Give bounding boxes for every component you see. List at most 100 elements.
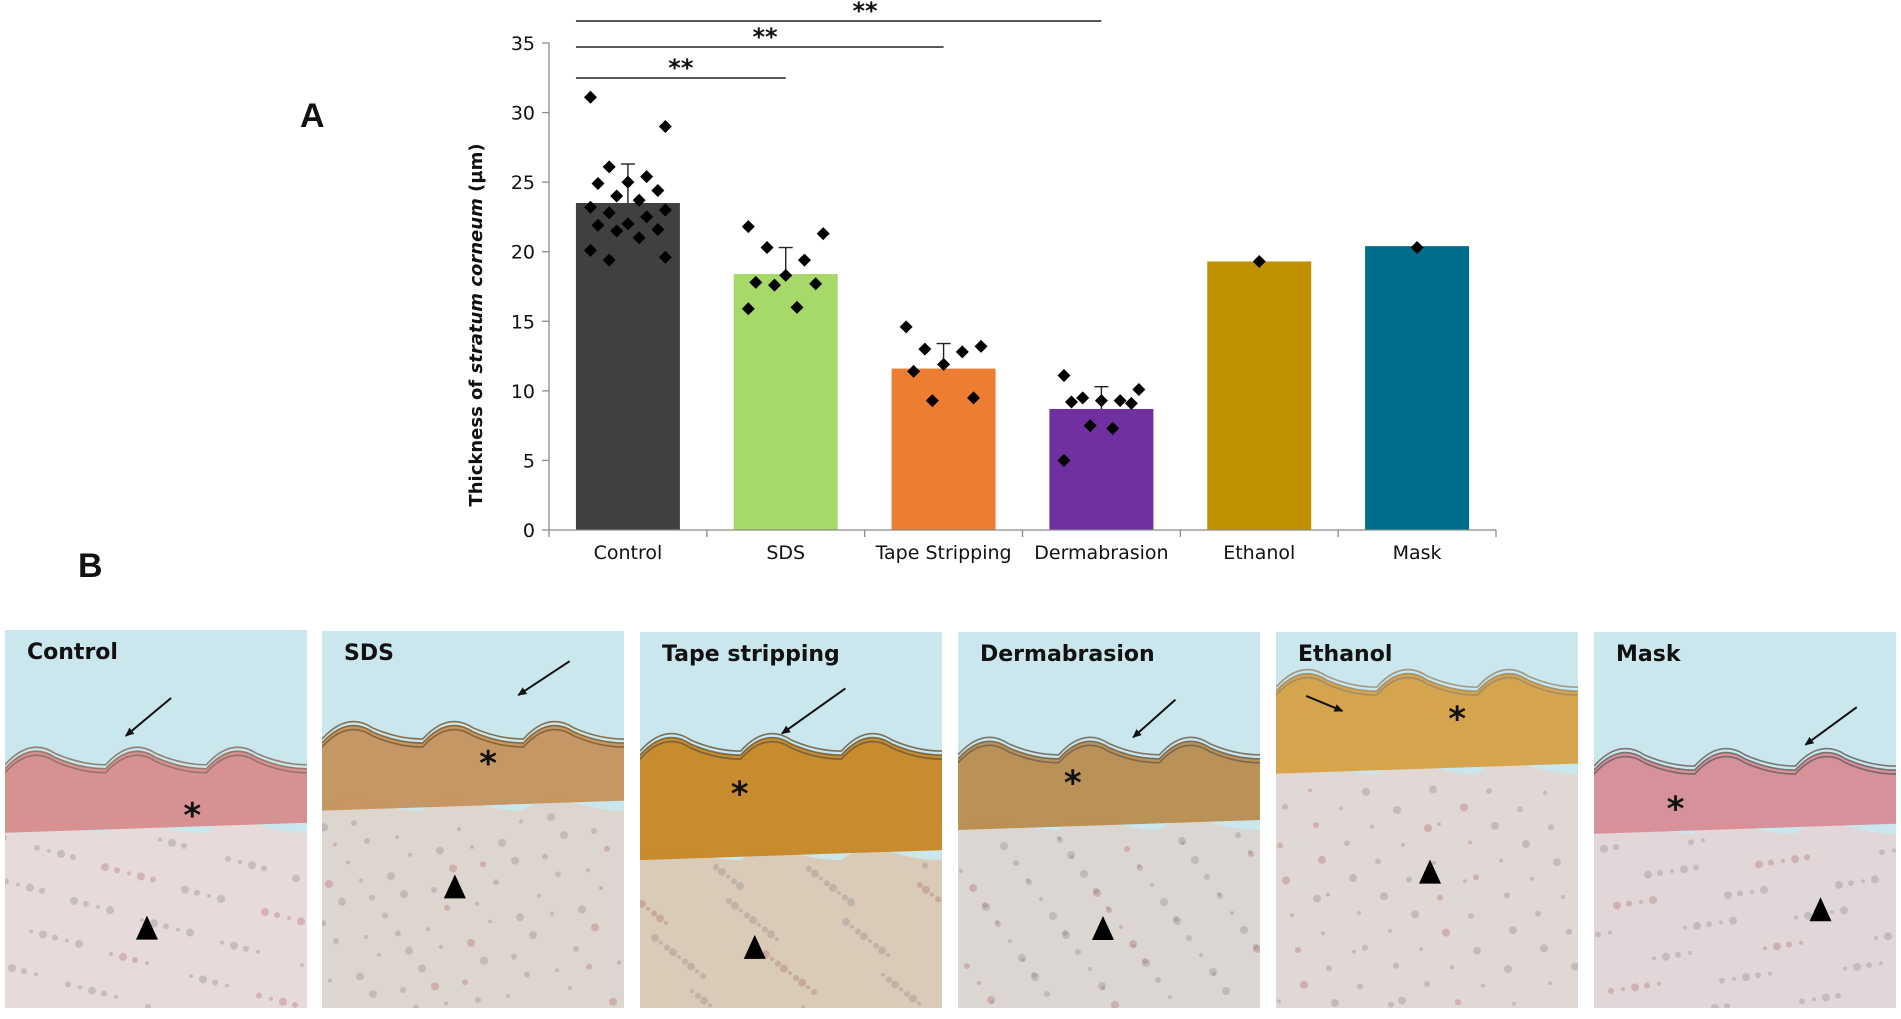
significance-brackets: ** ** ** xyxy=(575,0,1102,82)
dermis-texture xyxy=(640,900,646,909)
stratum-corneum-line xyxy=(640,732,942,752)
epidermis-layer xyxy=(5,751,307,833)
dermis-texture xyxy=(1173,916,1179,922)
dermis-texture xyxy=(1540,944,1548,953)
dermis-texture xyxy=(1204,874,1210,880)
dermis-texture xyxy=(850,924,854,929)
dermis-texture xyxy=(400,890,408,899)
dermis-texture xyxy=(181,842,187,849)
dermis-texture xyxy=(1473,946,1481,955)
dermis-texture xyxy=(1277,842,1283,849)
stratum-corneum-line xyxy=(322,728,624,748)
dermis-texture xyxy=(181,885,189,894)
micrograph-title: SDS xyxy=(344,641,394,666)
dermis-texture xyxy=(225,983,229,988)
arrow-icon xyxy=(125,697,172,737)
dermis-texture xyxy=(65,981,71,988)
dermis-texture xyxy=(16,882,20,887)
triangle-icon xyxy=(1091,916,1114,941)
dermis-texture xyxy=(555,871,561,878)
dermis-texture xyxy=(1357,910,1361,915)
dermis-texture xyxy=(1331,999,1339,1007)
dermis-texture xyxy=(1026,878,1030,882)
dermis-texture xyxy=(261,908,269,917)
dermis-texture xyxy=(1168,995,1172,999)
dermis-texture xyxy=(1008,939,1012,943)
dermis-texture xyxy=(1070,855,1074,859)
dermis-texture xyxy=(1652,956,1656,961)
dermis-texture xyxy=(1013,860,1019,866)
data-point xyxy=(658,250,672,264)
dermis-texture xyxy=(88,986,96,995)
dermis-texture xyxy=(731,878,737,885)
dermis-texture xyxy=(969,884,977,892)
dermis-texture xyxy=(1468,840,1472,845)
dermis-texture xyxy=(604,845,610,852)
stratum-corneum-line xyxy=(958,736,1260,756)
dermis-texture xyxy=(886,953,890,958)
dermis-texture xyxy=(1737,890,1743,897)
dermis-texture xyxy=(842,917,850,926)
dermis-texture xyxy=(550,911,554,916)
dermis-texture xyxy=(922,885,930,894)
dermis-texture xyxy=(744,912,750,919)
dermis-texture xyxy=(145,961,149,966)
data-point xyxy=(1113,394,1127,408)
dermis-texture xyxy=(1253,945,1260,953)
dermis-texture xyxy=(1657,869,1663,876)
data-point xyxy=(967,391,981,405)
data-point xyxy=(925,394,939,408)
dermis-texture xyxy=(959,869,963,873)
dermis-texture xyxy=(842,894,848,901)
data-point xyxy=(760,241,774,255)
dermis-texture xyxy=(475,901,479,906)
dermis-texture xyxy=(1235,832,1241,838)
dermis-texture xyxy=(140,918,144,923)
y-tick-label: 35 xyxy=(511,33,535,55)
dermis-texture xyxy=(449,864,457,873)
dermis-texture xyxy=(238,860,242,865)
data-point xyxy=(632,193,646,207)
dermis-texture xyxy=(346,860,350,865)
dermis-texture xyxy=(586,868,590,873)
data-point xyxy=(1083,419,1097,433)
dermis-texture xyxy=(356,972,364,981)
stratum-corneum-line xyxy=(1594,751,1896,771)
dermis-texture xyxy=(462,979,468,986)
stratum-corneum-line xyxy=(322,724,624,744)
dermis-texture xyxy=(199,975,207,984)
dermis-texture xyxy=(1290,913,1294,918)
dermis-texture xyxy=(408,852,412,857)
dermis-texture xyxy=(519,819,523,824)
dermis-texture xyxy=(664,921,668,926)
dermis-texture xyxy=(1791,855,1799,864)
dermis-texture xyxy=(1719,920,1723,925)
dermis-texture xyxy=(1137,864,1141,868)
stratum-corneum-line xyxy=(5,754,307,774)
data-point xyxy=(591,218,605,232)
dermis-texture xyxy=(1080,870,1088,878)
dermis-texture xyxy=(1137,865,1143,871)
data-point xyxy=(918,342,932,356)
dermis-texture xyxy=(1432,861,1436,865)
dermis-texture xyxy=(119,952,127,961)
y-axis-title: Thickness of stratum corneum (µm) xyxy=(466,143,487,506)
dermis-texture xyxy=(96,905,100,910)
dermis-texture xyxy=(1804,854,1810,861)
dermis-texture xyxy=(322,920,326,927)
dermis-texture xyxy=(995,920,999,924)
dermis-texture xyxy=(599,886,603,891)
dermis-texture xyxy=(498,838,506,847)
dermis-texture xyxy=(1853,962,1861,971)
dermis-texture xyxy=(1344,840,1350,847)
dermis-layer xyxy=(958,817,1260,1008)
dermis-texture xyxy=(287,916,291,921)
dermis-texture xyxy=(1543,790,1547,795)
dermis-texture xyxy=(1318,855,1326,864)
dermis-texture xyxy=(798,978,806,987)
dermis-texture xyxy=(220,940,224,945)
dermis-texture xyxy=(1253,944,1259,950)
dermis-texture xyxy=(1437,822,1441,827)
dermis-texture xyxy=(1098,982,1106,990)
